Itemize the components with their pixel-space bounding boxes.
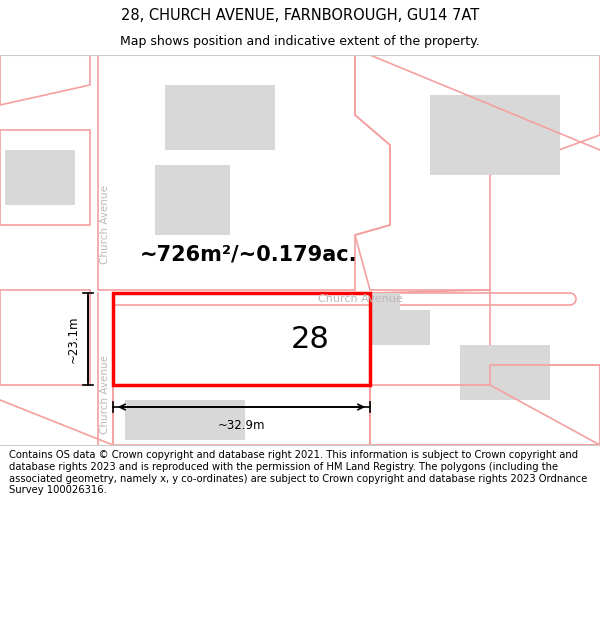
Bar [125, 400, 245, 440]
Bar [165, 85, 275, 150]
Bar [430, 95, 560, 175]
Text: ~726m²/~0.179ac.: ~726m²/~0.179ac. [140, 245, 358, 265]
Text: Church Avenue: Church Avenue [100, 356, 110, 434]
Text: ~32.9m: ~32.9m [218, 419, 265, 432]
Text: Map shows position and indicative extent of the property.: Map shows position and indicative extent… [120, 35, 480, 48]
Text: Church Avenue: Church Avenue [317, 294, 403, 304]
Bar [460, 345, 550, 400]
Text: ~23.1m: ~23.1m [67, 315, 80, 362]
Text: 28: 28 [290, 326, 329, 354]
Polygon shape [370, 293, 430, 345]
Text: Contains OS data © Crown copyright and database right 2021. This information is : Contains OS data © Crown copyright and d… [9, 451, 587, 495]
Text: Church Avenue: Church Avenue [100, 186, 110, 264]
Bar [5, 150, 75, 205]
Text: 28, CHURCH AVENUE, FARNBOROUGH, GU14 7AT: 28, CHURCH AVENUE, FARNBOROUGH, GU14 7AT [121, 8, 479, 23]
Bar [155, 165, 230, 235]
